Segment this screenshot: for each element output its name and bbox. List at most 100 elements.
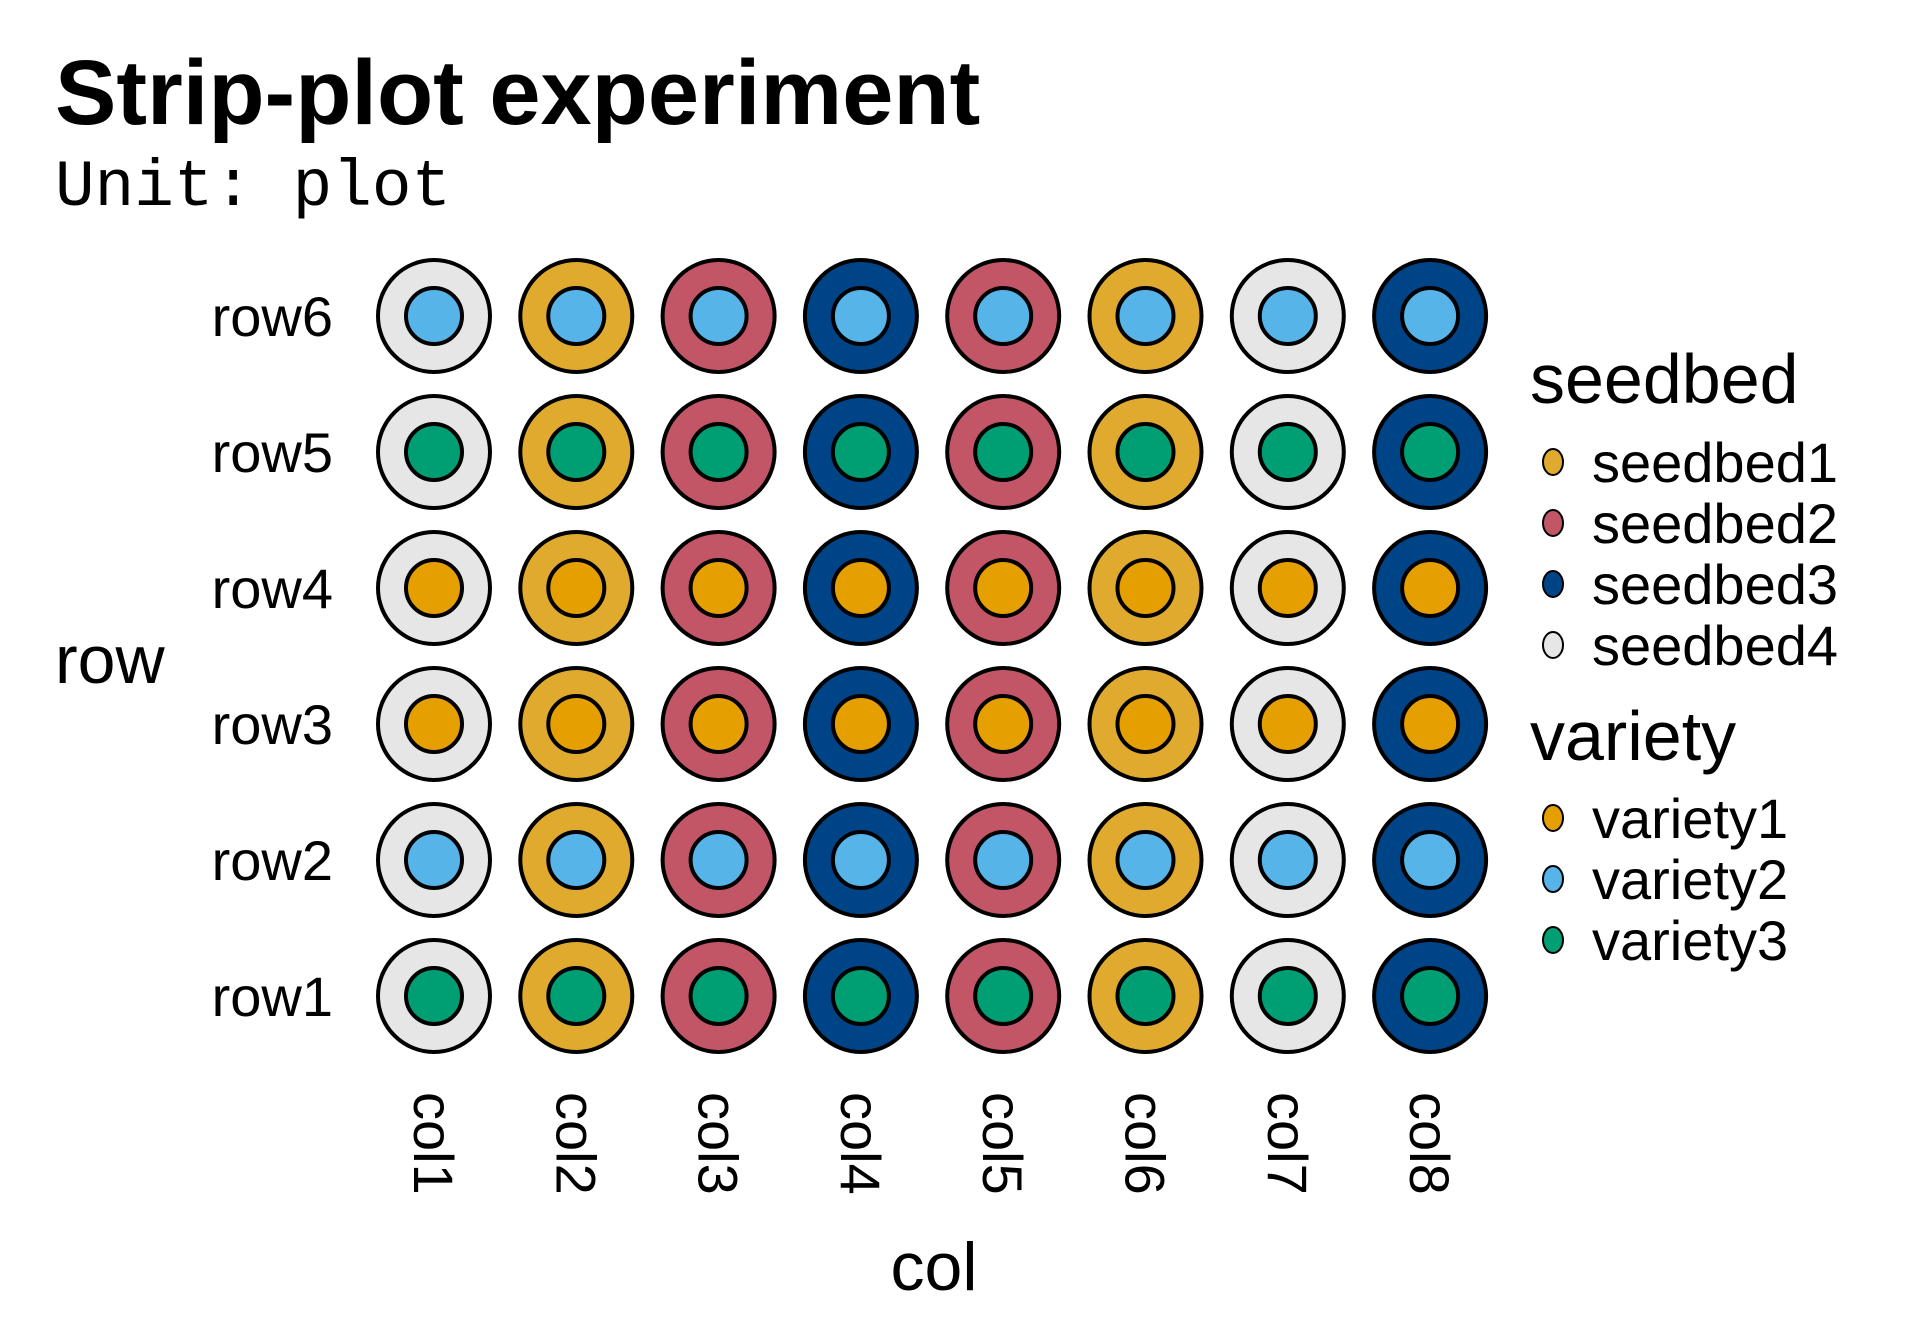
y-axis-title: row <box>55 622 165 698</box>
plot-cell <box>518 258 635 374</box>
plot-cell <box>1087 938 1204 1054</box>
x-tick-label: col6 <box>1114 1092 1177 1195</box>
variety-marker <box>1400 966 1461 1026</box>
variety-marker <box>1400 830 1461 890</box>
y-tick-label: row5 <box>212 421 333 484</box>
variety-marker <box>830 286 891 346</box>
variety-marker <box>1400 558 1461 618</box>
plot-cell <box>945 666 1062 782</box>
plot-cell <box>945 938 1062 1054</box>
variety-marker <box>1115 422 1176 482</box>
variety-marker <box>973 694 1034 754</box>
legend-swatch <box>1542 926 1564 954</box>
plot-cell <box>1372 258 1489 374</box>
legend-label: variety3 <box>1592 909 1788 972</box>
variety-marker <box>1115 286 1176 346</box>
plot-cell <box>660 938 777 1054</box>
variety-marker <box>1115 830 1176 890</box>
legend-label: variety2 <box>1592 848 1788 911</box>
plot-cell <box>1372 530 1489 646</box>
x-axis-ticks: col1 col2 col3 col4 col5 col6 col7 col8 <box>402 1092 1461 1195</box>
legend-label: seedbed2 <box>1592 492 1838 555</box>
plot-cell <box>376 802 492 918</box>
plot-cell <box>1372 802 1489 918</box>
variety-marker <box>546 694 607 754</box>
variety-marker <box>546 830 607 890</box>
y-tick-label: row1 <box>212 965 333 1028</box>
variety-marker <box>830 694 891 754</box>
legend-swatch <box>1542 448 1564 476</box>
plot-cell <box>1229 530 1346 646</box>
variety-marker <box>688 286 749 346</box>
legend-swatch <box>1542 631 1564 659</box>
plot-cell <box>660 666 777 782</box>
chart-title: Strip-plot experiment <box>55 42 980 144</box>
variety-marker <box>1257 830 1318 890</box>
plot-cell <box>802 802 919 918</box>
x-tick-label: col5 <box>971 1092 1034 1195</box>
plot-cell <box>1229 666 1346 782</box>
plot-cell <box>1087 666 1204 782</box>
x-tick-label: col7 <box>1256 1092 1319 1195</box>
variety-marker <box>1115 558 1176 618</box>
variety-marker <box>546 422 607 482</box>
legend-swatch <box>1542 865 1564 893</box>
variety-marker <box>688 422 749 482</box>
variety-marker <box>1257 966 1318 1026</box>
variety-marker <box>973 286 1034 346</box>
y-tick-label: row4 <box>212 557 333 620</box>
y-axis-ticks: row1 row2 row3 row4 row5 row6 <box>212 285 333 1028</box>
plot-cell <box>1229 938 1346 1054</box>
variety-marker <box>688 694 749 754</box>
plot-cell <box>802 938 919 1054</box>
plot-cell <box>518 666 635 782</box>
variety-marker <box>1257 694 1318 754</box>
plot-cell <box>518 394 635 510</box>
variety-marker <box>1400 694 1461 754</box>
y-tick-label: row2 <box>212 829 333 892</box>
plot-cell <box>660 530 777 646</box>
legend-swatch <box>1542 804 1564 832</box>
variety-marker <box>1257 422 1318 482</box>
variety-marker <box>973 558 1034 618</box>
variety-marker <box>830 558 891 618</box>
variety-marker <box>973 966 1034 1026</box>
plot-cell <box>1087 258 1204 374</box>
legend-label: seedbed4 <box>1592 614 1838 677</box>
legend-label: seedbed1 <box>1592 431 1838 494</box>
plot-cell <box>945 530 1062 646</box>
variety-marker <box>973 422 1034 482</box>
plot-cell <box>376 394 492 510</box>
variety-marker <box>546 286 607 346</box>
plot-cell <box>518 938 635 1054</box>
variety-marker <box>830 422 891 482</box>
variety-marker <box>404 694 464 754</box>
variety-marker <box>546 966 607 1026</box>
legend-label: seedbed3 <box>1592 553 1838 616</box>
y-tick-label: row3 <box>212 693 333 756</box>
variety-marker <box>688 966 749 1026</box>
variety-marker <box>404 830 464 890</box>
plot-cell <box>1372 666 1489 782</box>
plot-cell <box>376 530 492 646</box>
plot-cell <box>376 666 492 782</box>
variety-marker <box>1257 286 1318 346</box>
legend-title: seedbed <box>1530 340 1799 418</box>
plot-cell <box>1229 258 1346 374</box>
variety-marker <box>1115 966 1176 1026</box>
x-tick-label: col3 <box>687 1092 750 1195</box>
variety-marker <box>1115 694 1176 754</box>
x-tick-label: col8 <box>1398 1092 1461 1195</box>
plot-cell <box>802 530 919 646</box>
legend-title: variety <box>1530 697 1736 775</box>
variety-marker <box>688 830 749 890</box>
legend-swatch <box>1542 570 1564 598</box>
x-tick-label: col1 <box>402 1092 465 1195</box>
plot-cell <box>660 394 777 510</box>
variety-marker <box>1400 286 1461 346</box>
variety-marker <box>830 966 891 1026</box>
variety-marker <box>404 286 464 346</box>
variety-marker <box>830 830 891 890</box>
